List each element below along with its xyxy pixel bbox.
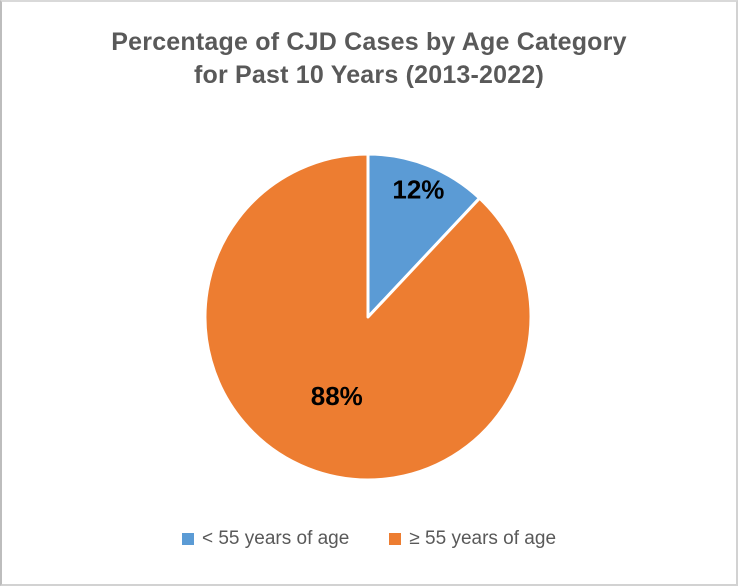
- pie-slice-1: [366, 152, 482, 319]
- chart-title: Percentage of CJD Cases by Age Category …: [2, 26, 736, 92]
- plot-area: 12% 88%: [198, 147, 538, 487]
- legend: < 55 years of age ≥ 55 years of age: [2, 528, 736, 550]
- pie-slice-2: [203, 152, 533, 482]
- pie-chart: 12% 88%: [203, 152, 533, 482]
- legend-swatch-under-55: [181, 533, 194, 545]
- legend-item-under-55: < 55 years of age: [181, 528, 350, 550]
- data-label-1: 12%: [392, 175, 444, 205]
- legend-label-under-55: < 55 years of age: [201, 528, 350, 549]
- chart-title-line-1: Percentage of CJD Cases by Age Category: [111, 28, 627, 56]
- legend-item-55-and-over: ≥ 55 years of age: [389, 528, 556, 550]
- legend-label-55-and-over: ≥ 55 years of age: [409, 528, 557, 549]
- legend-swatch-55-and-over: [389, 533, 402, 545]
- chart-title-line-2: for Past 10 Years (2013-2022): [193, 61, 544, 89]
- data-label-2: 88%: [311, 381, 363, 411]
